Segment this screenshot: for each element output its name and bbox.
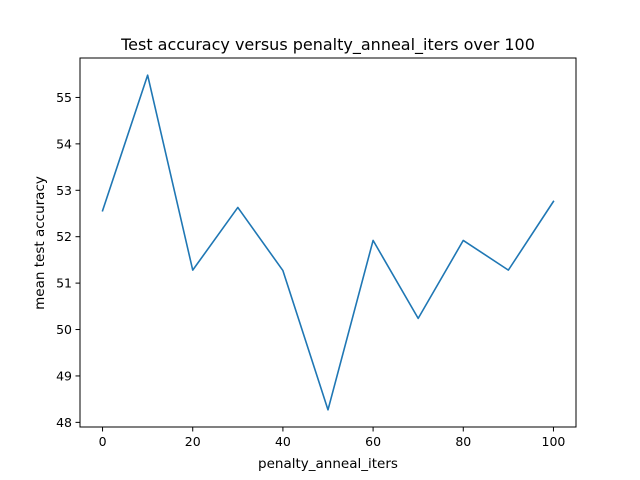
y-axis: 48 49 50 51 52 53 54 55	[56, 90, 80, 430]
chart-title: Test accuracy versus penalty_anneal_iter…	[120, 35, 535, 55]
x-tick-label: 40	[275, 434, 291, 449]
x-axis-label: penalty_anneal_iters	[258, 456, 398, 472]
y-tick-label: 52	[56, 229, 72, 244]
x-tick-label: 60	[365, 434, 381, 449]
x-tick-label: 80	[455, 434, 471, 449]
plot-frame	[79, 57, 577, 428]
x-tick-label: 100	[542, 434, 566, 449]
x-axis: 0 20 40 60 80 100	[99, 427, 566, 449]
y-tick-label: 51	[56, 276, 72, 291]
x-tick-label: 0	[99, 434, 107, 449]
y-tick-label: 48	[56, 415, 72, 430]
y-tick-label: 54	[56, 136, 72, 151]
y-tick-label: 55	[56, 90, 72, 105]
x-tick-label: 20	[185, 434, 201, 449]
y-axis-label: mean test accuracy	[32, 176, 48, 310]
series-line	[101, 74, 555, 411]
y-tick-label: 53	[56, 183, 72, 198]
plot-area	[79, 57, 577, 428]
y-tick-label: 49	[56, 368, 72, 383]
series-layer	[101, 74, 555, 411]
y-tick-label: 50	[56, 322, 72, 337]
